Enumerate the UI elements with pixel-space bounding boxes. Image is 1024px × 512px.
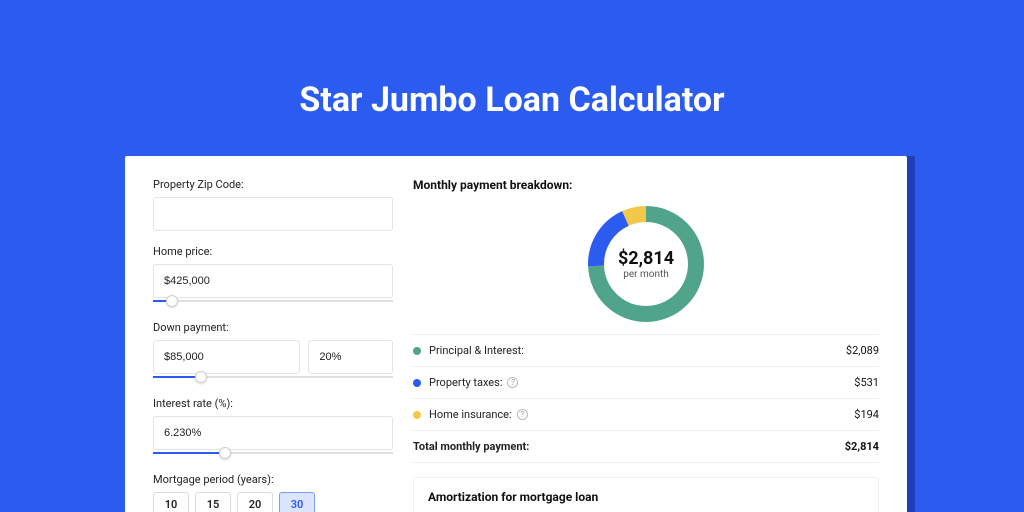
period-field: Mortgage period (years): 10 15 20 30 xyxy=(153,473,393,512)
donut-center: $2,814 per month xyxy=(586,204,706,324)
interest-input[interactable] xyxy=(153,416,393,450)
info-icon[interactable]: ? xyxy=(507,377,518,388)
donut-chart-wrap: $2,814 per month xyxy=(413,200,879,334)
donut-sub: per month xyxy=(623,269,669,280)
slider-thumb[interactable] xyxy=(219,447,231,459)
legend-label: Principal & Interest: xyxy=(429,344,846,357)
legend-row: Home insurance:?$194 xyxy=(413,399,879,431)
breakdown-title: Monthly payment breakdown: xyxy=(413,178,879,192)
period-option-15[interactable]: 15 xyxy=(195,492,231,512)
period-option-20[interactable]: 20 xyxy=(237,492,273,512)
donut-amount: $2,814 xyxy=(618,248,674,269)
legend-value: $2,089 xyxy=(846,344,879,357)
legend-value: $194 xyxy=(854,408,879,421)
zip-input[interactable] xyxy=(153,197,393,231)
calculator-card: Property Zip Code: Home price: Down paym… xyxy=(125,156,907,512)
down-payment-label: Down payment: xyxy=(153,321,393,334)
breakdown-legend: Principal & Interest:$2,089Property taxe… xyxy=(413,334,879,463)
period-label: Mortgage period (years): xyxy=(153,473,393,486)
legend-label: Property taxes:? xyxy=(429,376,854,389)
home-price-slider[interactable] xyxy=(153,295,393,307)
form-column: Property Zip Code: Home price: Down paym… xyxy=(153,178,393,512)
legend-total-value: $2,814 xyxy=(845,440,879,453)
legend-dot xyxy=(413,411,421,419)
interest-label: Interest rate (%): xyxy=(153,397,393,410)
breakdown-column: Monthly payment breakdown: $2,814 per mo… xyxy=(413,178,879,512)
period-option-10[interactable]: 10 xyxy=(153,492,189,512)
zip-field: Property Zip Code: xyxy=(153,178,393,231)
interest-slider[interactable] xyxy=(153,447,393,459)
period-options: 10 15 20 30 xyxy=(153,492,393,512)
legend-row: Principal & Interest:$2,089 xyxy=(413,335,879,367)
legend-total-row: Total monthly payment:$2,814 xyxy=(413,431,879,463)
period-option-30[interactable]: 30 xyxy=(279,492,315,512)
legend-dot xyxy=(413,347,421,355)
home-price-field: Home price: xyxy=(153,245,393,307)
page-title: Star Jumbo Loan Calculator xyxy=(0,0,1024,120)
home-price-input[interactable] xyxy=(153,264,393,298)
page-root: Star Jumbo Loan Calculator Property Zip … xyxy=(0,0,1024,512)
legend-value: $531 xyxy=(854,376,879,389)
legend-label: Home insurance:? xyxy=(429,408,854,421)
down-payment-field: Down payment: xyxy=(153,321,393,383)
interest-field: Interest rate (%): xyxy=(153,397,393,459)
home-price-label: Home price: xyxy=(153,245,393,258)
down-payment-slider[interactable] xyxy=(153,371,393,383)
down-payment-pct-input[interactable] xyxy=(308,340,393,374)
info-icon[interactable]: ? xyxy=(517,409,528,420)
slider-thumb[interactable] xyxy=(195,371,207,383)
legend-row: Property taxes:?$531 xyxy=(413,367,879,399)
legend-total-label: Total monthly payment: xyxy=(413,440,845,453)
amortization-section: Amortization for mortgage loan Amortizat… xyxy=(413,477,879,512)
down-payment-input[interactable] xyxy=(153,340,300,374)
slider-thumb[interactable] xyxy=(166,295,178,307)
zip-label: Property Zip Code: xyxy=(153,178,393,191)
amortization-title: Amortization for mortgage loan xyxy=(428,490,864,504)
donut-chart: $2,814 per month xyxy=(586,204,706,324)
legend-dot xyxy=(413,379,421,387)
